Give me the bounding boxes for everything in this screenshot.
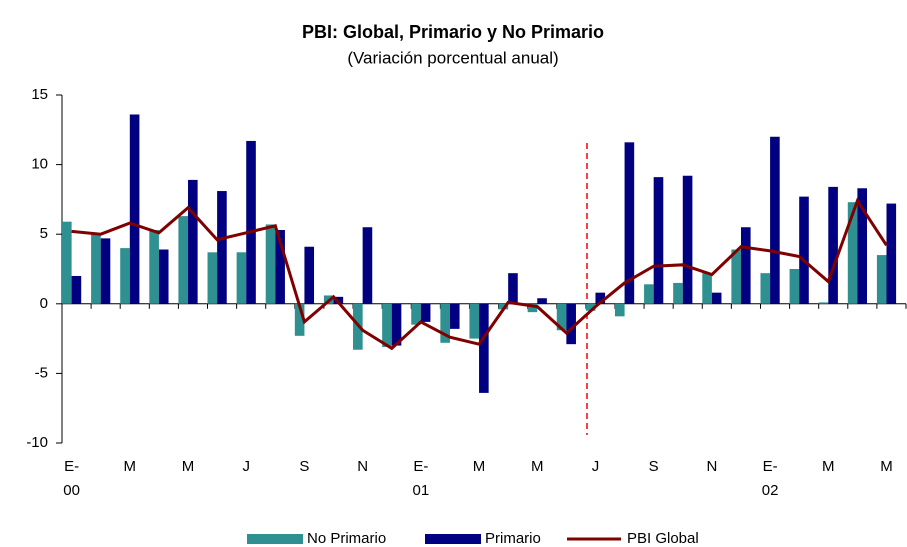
- bar: [527, 303, 538, 313]
- bar: [246, 140, 256, 304]
- bar: [653, 177, 664, 304]
- x-tick-label: S: [299, 458, 309, 475]
- bar: [149, 230, 159, 304]
- legend-swatch: [425, 534, 481, 544]
- bar: [265, 224, 276, 304]
- x-tick-label: N: [706, 458, 717, 475]
- chart-title: PBI: Global, Primario y No Primario: [302, 22, 604, 42]
- bar: [420, 303, 431, 322]
- bar: [469, 303, 480, 339]
- bar: [479, 303, 489, 393]
- x-tick-label-line: 02: [762, 482, 779, 499]
- bar: [847, 202, 858, 304]
- x-tick-label: M: [182, 458, 195, 475]
- bar: [556, 303, 567, 331]
- bar: [71, 275, 82, 304]
- y-tick-label: -10: [26, 434, 48, 451]
- x-tick-label: M: [473, 458, 486, 475]
- x-tick-label: E- 02: [762, 458, 779, 499]
- x-tick-label-line: 01: [413, 482, 430, 499]
- x-tick-label: E- 01: [413, 458, 430, 499]
- bar: [304, 246, 315, 304]
- x-tick-label-line: E-: [64, 458, 79, 475]
- bar: [411, 303, 421, 325]
- bar: [129, 114, 140, 304]
- y-tick-label: 0: [40, 295, 48, 312]
- x-tick-label-line: E-: [763, 458, 778, 475]
- bar: [91, 234, 101, 304]
- bar: [818, 302, 829, 304]
- bar: [391, 303, 402, 346]
- bar: [158, 249, 169, 304]
- bar: [294, 303, 305, 336]
- bar: [566, 303, 576, 345]
- legend-label: No Primario: [307, 530, 386, 547]
- x-tick-label: E- 00: [63, 458, 80, 499]
- bar: [382, 303, 392, 347]
- bar: [886, 203, 897, 304]
- x-tick-label: M: [822, 458, 835, 475]
- bar: [275, 230, 285, 304]
- bar: [731, 249, 741, 304]
- bar: [644, 284, 654, 304]
- x-tick-label: M: [531, 458, 544, 475]
- legend-swatch: [247, 534, 303, 544]
- y-tick-label: 5: [40, 225, 48, 242]
- y-tick-label: -5: [35, 364, 48, 381]
- bar: [857, 188, 868, 304]
- bar: [178, 216, 189, 304]
- bar: [236, 252, 247, 304]
- bar: [673, 282, 683, 304]
- bar: [740, 227, 751, 304]
- x-tick-label-line: E-: [413, 458, 428, 475]
- bar: [207, 252, 218, 304]
- bar: [449, 303, 460, 329]
- bar: [440, 303, 450, 343]
- x-tick-label-line: 00: [63, 482, 80, 499]
- bar: [828, 186, 838, 304]
- bar: [120, 248, 130, 304]
- line: [71, 197, 888, 351]
- bar: [585, 303, 596, 311]
- bar: [876, 255, 887, 304]
- bar: [760, 273, 771, 304]
- bar: [217, 191, 227, 304]
- bar: [498, 303, 509, 310]
- bar: [508, 273, 518, 304]
- bar: [711, 292, 722, 304]
- x-tick-label: J: [242, 458, 250, 475]
- bar: [624, 142, 635, 304]
- legend-label: PBI Global: [627, 530, 699, 547]
- x-tick-label: M: [880, 458, 893, 475]
- bar: [799, 196, 809, 304]
- bar: [362, 227, 373, 304]
- legend-label: Primario: [485, 530, 541, 547]
- chart-subtitle: (Variación porcentual anual): [347, 48, 558, 67]
- x-tick-label: N: [357, 458, 368, 475]
- x-tick-label: S: [649, 458, 659, 475]
- bar: [702, 273, 712, 304]
- bar: [188, 179, 198, 304]
- bar: [62, 221, 72, 304]
- bar: [770, 136, 780, 304]
- bar: [614, 303, 625, 317]
- x-tick-label: M: [124, 458, 137, 475]
- x-tick-label: J: [592, 458, 600, 475]
- bar: [100, 238, 111, 304]
- y-tick-label: 15: [31, 86, 48, 103]
- bar: [682, 175, 693, 304]
- bar: [537, 298, 547, 304]
- bar: [595, 292, 606, 304]
- y-tick-label: 10: [31, 156, 48, 173]
- bar: [789, 269, 800, 304]
